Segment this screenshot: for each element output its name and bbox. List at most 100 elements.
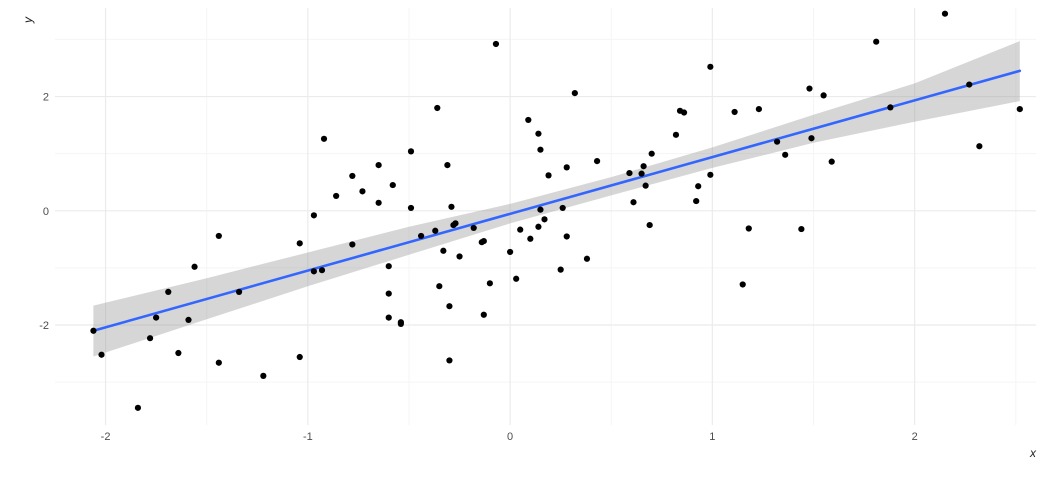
data-point [385,290,392,297]
data-point [452,220,459,227]
regression-line [92,69,1022,333]
x-tick-label: 2 [912,431,918,443]
data-point [470,224,477,232]
data-point [563,164,570,171]
data-point [640,163,647,170]
data-point [436,283,443,290]
data-point [446,303,453,310]
data-point [310,268,318,275]
data-point [557,266,564,273]
data-point [680,109,688,116]
data-point [541,216,548,223]
data-point [448,203,455,210]
data-point [235,288,243,296]
data-point [648,150,655,157]
data-point [397,319,404,326]
data-point [693,197,700,205]
data-point [745,225,752,232]
data-point [630,199,637,206]
y-tick-label: 0 [43,206,49,218]
fit-line-layer [92,69,1022,333]
data-point [966,81,973,88]
data-point [941,10,949,17]
data-point [707,63,714,70]
data-point [320,135,328,142]
data-point [773,138,781,145]
data-point [492,40,500,48]
data-point [739,281,746,288]
data-point [98,351,105,358]
data-point [434,104,441,112]
data-point [407,204,415,212]
data-point [90,327,97,334]
data-point [887,104,894,111]
data-point [507,248,514,256]
data-point [191,263,198,270]
data-point [134,404,142,411]
data-point [1016,106,1023,113]
data-point [517,226,524,233]
y-tick-label: 2 [43,92,49,104]
data-point [175,349,182,357]
data-point [359,188,366,195]
data-point [375,199,382,206]
data-point [165,288,172,296]
x-tick-label: 0 [507,431,513,443]
data-points [90,10,1023,411]
data-point [535,130,542,137]
data-point [527,235,534,242]
data-point [446,357,453,364]
data-point [672,131,680,138]
data-point [349,172,356,180]
x-tick-label: 1 [709,431,715,443]
data-point [755,106,762,113]
data-point [385,314,392,321]
data-point [806,85,813,92]
data-point [407,148,415,155]
data-point [535,223,542,230]
data-point [456,253,463,260]
data-point [820,92,827,99]
data-point [310,212,318,219]
data-point [798,225,805,233]
x-axis-title: x [1029,446,1037,460]
data-point [480,237,487,245]
data-point [563,233,570,240]
data-point [480,311,487,318]
grid-lines [55,8,1036,425]
data-point [215,232,222,240]
data-point [537,206,544,213]
tick-labels: -2 -1 0 1 2 -2 0 2 [39,92,917,443]
data-point [537,146,544,153]
data-point [375,161,382,169]
y-axis-title: y [21,16,35,24]
data-point [525,116,532,124]
data-point [593,157,601,165]
confidence-band-layer [93,41,1020,357]
data-point [440,247,447,254]
data-point [828,158,835,165]
data-point [349,241,356,248]
data-point [444,161,451,169]
data-point [646,221,653,229]
data-point [389,181,396,189]
y-tick-label: -2 [39,320,49,332]
data-point [260,372,267,379]
data-point [976,143,983,150]
data-point [583,255,591,262]
data-point [571,90,578,97]
data-point [808,135,815,142]
x-tick-label: -2 [101,431,111,443]
data-point [146,335,154,342]
data-point [432,227,439,234]
confidence-band [93,41,1020,357]
data-point [296,240,303,247]
data-point [626,169,633,177]
data-point [545,172,552,179]
data-point [318,267,326,274]
data-point [333,192,340,200]
data-point [559,204,566,212]
data-point [707,171,714,178]
data-point [731,108,738,116]
x-tick-label: -1 [303,431,313,443]
